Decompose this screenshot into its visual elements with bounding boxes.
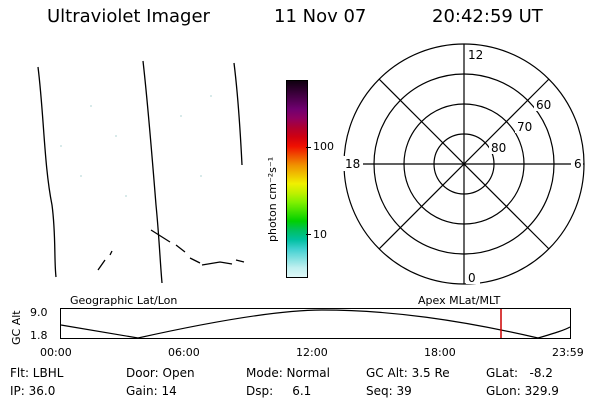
seq-info: Seq: 39 <box>366 384 412 398</box>
apex-label: Apex MLat/MLT <box>418 294 501 307</box>
gc-alt-info: GC Alt: 3.5 Re <box>366 366 450 380</box>
longitude-line-2 <box>142 60 163 284</box>
y-tick-label-min: 1.8 <box>30 329 48 342</box>
lat-label-70: 70 <box>517 120 532 134</box>
colorbar-tick-label: 10 <box>313 228 327 241</box>
colorbar-tick-10 <box>306 234 311 235</box>
longitude-line-1 <box>37 66 57 278</box>
lat-label-60: 60 <box>536 98 551 112</box>
coastline-1 <box>150 229 245 266</box>
colorbar-gradient <box>286 80 308 278</box>
timeline-frame <box>60 308 571 339</box>
geographic-image-panel <box>37 60 245 284</box>
x-tick-label: 00:00 <box>40 346 72 359</box>
x-tick-label: 23:59 <box>552 346 584 359</box>
lat-label-80: 80 <box>491 141 506 155</box>
filter-info: Flt: LBHL <box>10 366 64 380</box>
mlt-label-6: 6 <box>574 157 582 171</box>
time-display: 20:42:59 UT <box>432 6 543 27</box>
colorbar-tick-100 <box>306 147 311 148</box>
mlt-label-18: 18 <box>345 157 360 171</box>
dsp-info: Dsp: 6.1 <box>246 384 312 398</box>
x-tick-label: 06:00 <box>168 346 200 359</box>
mlt-label-12: 12 <box>468 48 483 62</box>
x-tick-label: 12:00 <box>296 346 328 359</box>
longitude-line-3 <box>233 62 243 166</box>
polar-diagonal-2 <box>378 78 550 250</box>
coastline-2 <box>97 250 113 271</box>
orbit-timeline <box>60 308 571 339</box>
glon-info: GLon: 329.9 <box>486 384 559 398</box>
colorbar-label: photon cm⁻²s⁻¹ <box>266 156 279 242</box>
y-tick-label-max: 9.0 <box>30 306 48 319</box>
colorbar <box>282 80 311 278</box>
ip-info: IP: 36.0 <box>10 384 56 398</box>
colorbar-tick-label: 100 <box>313 140 334 153</box>
app-title: Ultraviolet Imager <box>47 6 210 27</box>
orbit-altitude-curve <box>60 309 571 339</box>
noise-dots <box>60 95 212 197</box>
date-display: 11 Nov 07 <box>274 6 367 27</box>
geographic-label: Geographic Lat/Lon <box>70 294 178 307</box>
x-tick-label: 18:00 <box>424 346 456 359</box>
door-info: Door: Open <box>126 366 195 380</box>
polar-plot: 12 18 6 0 60 70 80 <box>343 43 585 285</box>
timeline-y-axis-label: GC Alt <box>10 310 23 345</box>
glat-info: GLat: -8.2 <box>486 366 553 380</box>
mode-info: Mode: Normal <box>246 366 330 380</box>
mlt-label-0: 0 <box>468 271 476 285</box>
gain-info: Gain: 14 <box>126 384 177 398</box>
